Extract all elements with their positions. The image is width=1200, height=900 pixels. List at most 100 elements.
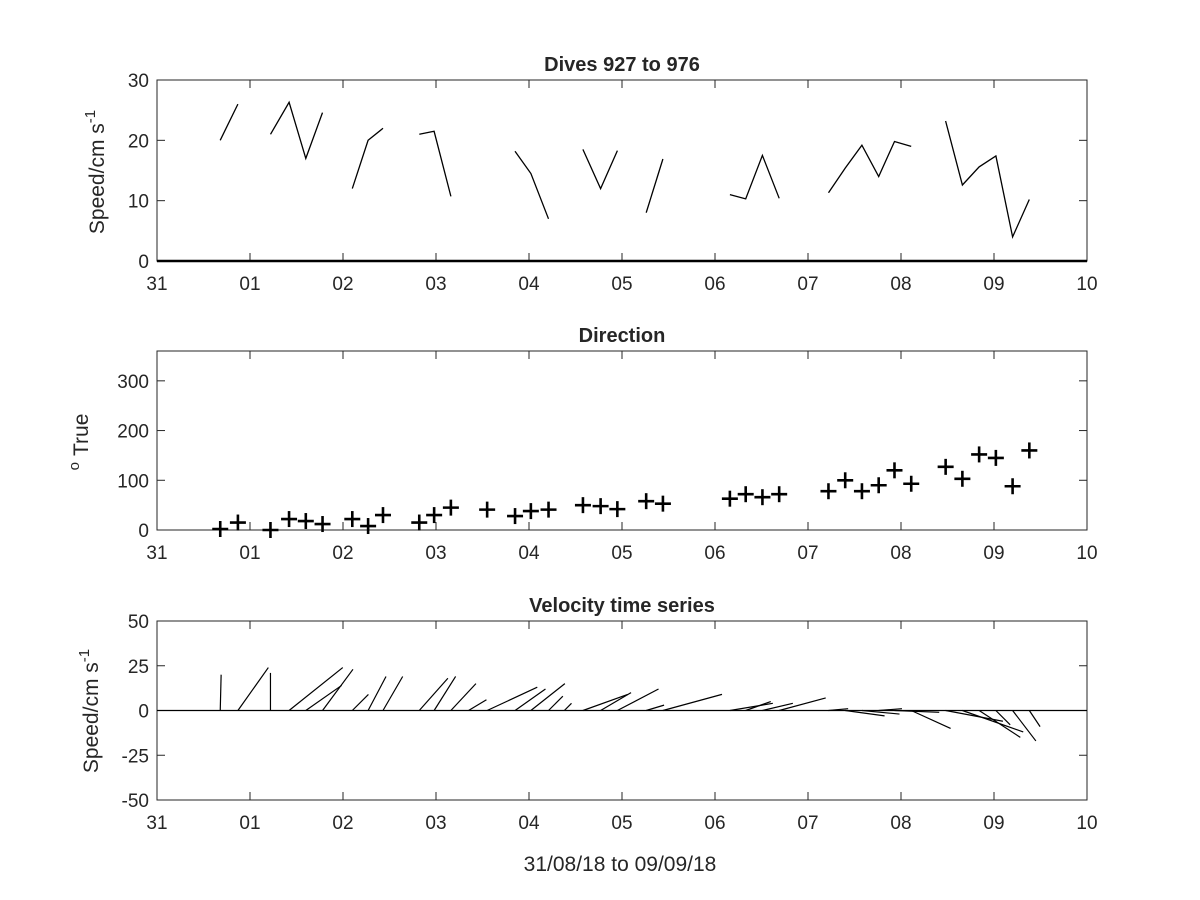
direction-point <box>971 446 988 463</box>
direction-point <box>426 507 443 524</box>
direction-point <box>937 458 954 475</box>
direction-point <box>574 497 591 514</box>
direction-point <box>522 503 539 520</box>
direction-xtick-label: 06 <box>704 543 725 564</box>
velocity-stick <box>237 667 269 711</box>
direction-point <box>609 501 626 518</box>
speed-xtick-label: 07 <box>797 274 818 295</box>
direction-ylabel-main: True <box>70 414 93 456</box>
speed-line-segment <box>582 149 618 191</box>
speed-plot-area: 31 01 02 03 04 05 06 07 08 09 10 0 10 20 30 <box>128 71 1098 295</box>
speed-title: Dives 927 to 976 <box>544 54 700 76</box>
velocity-stick <box>486 686 538 712</box>
velocity-stick <box>646 704 665 712</box>
direction-point <box>262 522 279 538</box>
velocity-stick <box>910 709 951 729</box>
velocity-xtick-label: 08 <box>890 813 911 834</box>
velocity-stick <box>514 688 546 711</box>
direction-panel: Direction oTrue 31 01 02 03 04 05 06 07 08 09 1001… <box>66 325 1098 564</box>
velocity-stick <box>828 708 849 712</box>
velocity-xtick-label: 07 <box>797 813 818 834</box>
direction-xtick-label: 01 <box>239 543 260 564</box>
direction-ytick-label: 0 <box>138 521 149 542</box>
speed-line-segment <box>827 140 912 194</box>
direction-point <box>411 514 428 531</box>
speed-line-segment <box>514 150 550 220</box>
direction-point <box>374 507 391 524</box>
speed-xtick-label: 04 <box>518 274 540 295</box>
velocity-plot-area: 31 01 02 03 04 05 06 07 08 09 10 -50 -25 0 25 50 <box>122 612 1098 834</box>
direction-xtick-label: 31 <box>146 543 167 564</box>
direction-point <box>281 511 298 528</box>
speed-line-segment <box>645 158 664 213</box>
speed-xtick-label: 08 <box>890 274 911 295</box>
velocity-ylabel: Speed/cm s-1 <box>76 649 103 773</box>
direction-point <box>754 489 771 506</box>
velocity-ytick-label: -25 <box>122 746 149 767</box>
direction-xtick-label: 03 <box>425 543 446 564</box>
velocity-stick <box>367 676 387 711</box>
direction-point <box>360 518 377 535</box>
velocity-stick <box>582 693 628 712</box>
direction-point <box>344 511 361 528</box>
velocity-stick <box>878 708 902 712</box>
speed-ytick-label: 30 <box>128 71 149 92</box>
speed-panel: Dives 927 to 976 Speed/cm s-1 31 01 02 03 04… <box>82 54 1098 295</box>
direction-point <box>314 516 331 533</box>
direction-point <box>721 490 738 507</box>
velocity-stick <box>530 683 566 711</box>
velocity-xtick-label: 09 <box>983 813 1004 834</box>
velocity-xtick-label: 05 <box>611 813 632 834</box>
direction-xtick-label: 02 <box>332 543 353 564</box>
speed-ylabel-main: Speed/cm s <box>86 123 109 234</box>
direction-xtick-label: 07 <box>797 543 818 564</box>
direction-point <box>442 499 459 516</box>
speed-line-segment <box>944 120 1030 240</box>
direction-point <box>212 521 229 538</box>
velocity-ytick-label: 25 <box>128 657 149 678</box>
direction-point <box>540 501 557 518</box>
direction-ytick-label: 100 <box>117 471 149 492</box>
direction-point <box>229 514 246 531</box>
velocity-panel: Velocity time series Speed/cm s-1 31 01 02… <box>76 595 1098 876</box>
speed-axes-frame <box>156 79 1088 262</box>
speed-xtick-label: 03 <box>425 274 446 295</box>
direction-point <box>297 513 314 530</box>
speed-line-segment <box>419 130 452 197</box>
velocity-stick <box>468 699 487 712</box>
direction-point <box>903 475 920 492</box>
direction-title: Direction <box>579 325 666 347</box>
direction-point <box>853 483 870 500</box>
speed-ytick-label: 10 <box>128 192 149 213</box>
speed-xtick-label: 05 <box>611 274 632 295</box>
velocity-stick <box>762 702 793 712</box>
speed-line-segment <box>219 103 239 141</box>
velocity-stick <box>600 692 632 712</box>
direction-point <box>987 449 1004 466</box>
velocity-xtick-label: 31 <box>146 813 167 834</box>
direction-point <box>837 472 854 489</box>
direction-point <box>737 486 754 503</box>
velocity-stick <box>894 709 940 713</box>
direction-xtick-label: 04 <box>518 543 540 564</box>
velocity-ylabel-main: Speed/cm s <box>80 662 103 773</box>
velocity-stick <box>945 709 1004 722</box>
velocity-xtick-label: 02 <box>332 813 353 834</box>
direction-point <box>654 495 671 512</box>
velocity-stick <box>563 702 572 711</box>
speed-line-segment <box>269 100 324 161</box>
velocity-stick <box>729 702 773 712</box>
velocity-stick <box>861 709 900 715</box>
speed-xtick-label: 01 <box>239 274 260 295</box>
speed-ylabel-sup: -1 <box>82 110 99 123</box>
direction-xtick-label: 09 <box>983 543 1004 564</box>
direction-point <box>771 486 788 503</box>
x-axis-label: 31/08/18 to 09/09/18 <box>524 853 717 876</box>
velocity-xtick-label: 06 <box>704 813 725 834</box>
velocity-stick <box>995 710 1011 726</box>
velocity-stick <box>305 684 342 711</box>
velocity-stick <box>745 700 771 712</box>
speed-xtick-label: 09 <box>983 274 1004 295</box>
